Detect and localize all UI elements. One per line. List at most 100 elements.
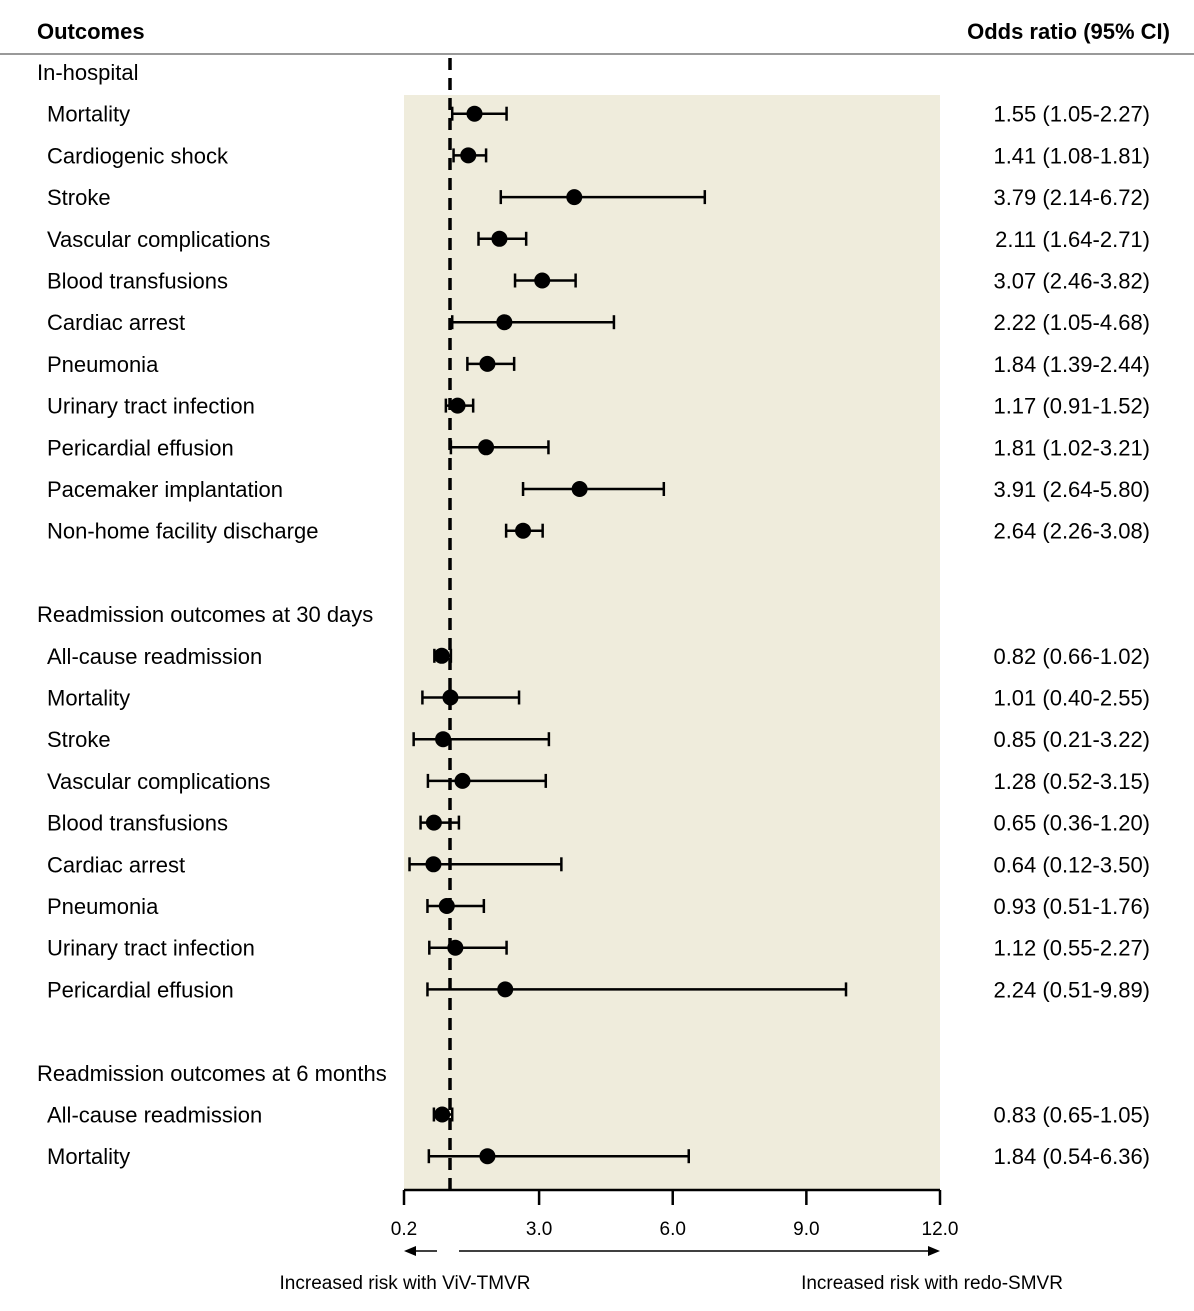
outcome-label: Stroke: [47, 727, 111, 752]
point-estimate: [479, 355, 496, 372]
point-estimate: [442, 689, 459, 706]
point-estimate: [534, 272, 551, 289]
odds-ratio-value: 0.64 (0.12-3.50): [993, 852, 1150, 877]
arrow-left-head-icon: [404, 1246, 416, 1256]
odds-ratio-value: 1.12 (0.55-2.27): [993, 936, 1150, 961]
point-estimate: [433, 647, 450, 664]
x-tick-label: 0.2: [391, 1219, 417, 1240]
direction-label-left: Increased risk with ViV-TMVR: [280, 1273, 531, 1294]
point-estimate: [438, 898, 455, 914]
outcome-label: All-cause readmission: [47, 644, 262, 669]
forest-row: Mortality 1.01 (0.40-2.55): [47, 686, 1150, 711]
point-estimate: [479, 1148, 496, 1165]
point-estimate: [515, 522, 532, 539]
plot-panel-background: [404, 95, 940, 1190]
outcome-label: Blood transfusions: [47, 811, 228, 836]
forest-row: All-cause readmission 0.82 (0.66-1.02): [47, 644, 1150, 669]
outcome-label: Cardiac arrest: [47, 852, 185, 877]
odds-ratio-value: 1.17 (0.91-1.52): [993, 394, 1150, 419]
outcome-label: Stroke: [47, 185, 111, 210]
outcome-label: Pneumonia: [47, 894, 159, 919]
forest-row: Cardiogenic shock 1.41 (1.08-1.81): [47, 143, 1150, 168]
group-label: In-hospital: [37, 60, 139, 85]
forest-row: Stroke 3.79 (2.14-6.72): [47, 185, 1150, 210]
point-estimate: [571, 481, 588, 497]
forest-row: Blood transfusions 3.07 (2.46-3.82): [47, 269, 1150, 294]
outcome-label: Cardiogenic shock: [47, 143, 229, 168]
odds-ratio-value: 3.79 (2.14-6.72): [993, 185, 1150, 210]
odds-ratio-value: 0.85 (0.21-3.22): [993, 727, 1150, 752]
x-tick-label: 12.0: [922, 1219, 959, 1240]
forest-row: All-cause readmission 0.83 (0.65-1.05): [47, 1103, 1150, 1128]
x-axis: 0.2 3.0 6.0 9.0 12.0: [391, 1178, 959, 1240]
x-tick-label: 3.0: [526, 1219, 552, 1240]
forest-row: Vascular complications 1.28 (0.52-3.15): [47, 769, 1150, 794]
x-tick-label: 9.0: [793, 1219, 819, 1240]
forest-row: Pericardial effusion 1.81 (1.02-3.21): [47, 435, 1150, 460]
outcome-label: Mortality: [47, 102, 130, 127]
odds-ratio-value: 2.22 (1.05-4.68): [993, 310, 1150, 335]
group-label: Readmission outcomes at 6 months: [37, 1061, 387, 1086]
forest-row: Vascular complications 2.11 (1.64-2.71): [47, 227, 1150, 252]
odds-ratio-value: 1.81 (1.02-3.21): [993, 435, 1150, 460]
point-estimate: [425, 814, 442, 831]
outcome-label: Urinary tract infection: [47, 394, 255, 419]
direction-label-right: Increased risk with redo-SMVR: [801, 1273, 1063, 1294]
header-odds-ratio: Odds ratio (95% CI): [967, 19, 1170, 44]
odds-ratio-value: 0.82 (0.66-1.02): [993, 644, 1150, 669]
outcome-label: Non-home facility discharge: [47, 519, 318, 544]
odds-ratio-value: 1.28 (0.52-3.15): [993, 769, 1150, 794]
forest-row: Cardiac arrest 2.22 (1.05-4.68): [47, 310, 1150, 335]
outcome-label: Pericardial effusion: [47, 977, 234, 1002]
odds-ratio-value: 1.01 (0.40-2.55): [993, 686, 1150, 711]
point-estimate: [466, 105, 483, 122]
point-estimate: [425, 856, 442, 873]
forest-row: Mortality 1.55 (1.05-2.27): [47, 102, 1150, 127]
odds-ratio-value: 0.83 (0.65-1.05): [993, 1103, 1150, 1128]
point-estimate: [460, 147, 477, 164]
forest-row: Cardiac arrest 0.64 (0.12-3.50): [47, 852, 1150, 877]
outcome-label: All-cause readmission: [47, 1103, 262, 1128]
outcome-label: Pneumonia: [47, 352, 159, 377]
forest-row: Pacemaker implantation 3.91 (2.64-5.80): [47, 477, 1150, 502]
odds-ratio-value: 3.07 (2.46-3.82): [993, 269, 1150, 294]
odds-ratio-value: 2.24 (0.51-9.89): [993, 977, 1150, 1002]
outcome-label: Pericardial effusion: [47, 435, 234, 460]
direction-arrows: [404, 1246, 940, 1256]
point-estimate: [496, 314, 513, 331]
odds-ratio-value: 2.11 (1.64-2.71): [995, 227, 1150, 252]
outcome-label: Mortality: [47, 686, 130, 711]
outcome-label: Vascular complications: [47, 227, 270, 252]
odds-ratio-value: 2.64 (2.26-3.08): [993, 519, 1150, 544]
odds-ratio-value: 1.55 (1.05-2.27): [993, 102, 1150, 127]
point-estimate: [434, 1106, 451, 1123]
forest-row: Pericardial effusion 2.24 (0.51-9.89): [47, 977, 1150, 1002]
forest-row: Urinary tract infection 1.17 (0.91-1.52): [47, 394, 1150, 419]
forest-row: Pneumonia 1.84 (1.39-2.44): [47, 352, 1150, 377]
forest-row: Pneumonia 0.93 (0.51-1.76): [47, 894, 1150, 919]
group-label: Readmission outcomes at 30 days: [37, 602, 373, 627]
outcome-label: Blood transfusions: [47, 269, 228, 294]
odds-ratio-value: 3.91 (2.64-5.80): [993, 477, 1150, 502]
odds-ratio-value: 1.84 (0.54-6.36): [993, 1144, 1150, 1169]
point-estimate: [435, 731, 452, 748]
forest-row: Mortality 1.84 (0.54-6.36): [47, 1144, 1150, 1169]
outcome-label: Cardiac arrest: [47, 310, 185, 335]
point-estimate: [491, 230, 508, 247]
odds-ratio-value: 0.93 (0.51-1.76): [993, 894, 1150, 919]
point-estimate: [454, 772, 471, 789]
forest-row: Urinary tract infection 1.12 (0.55-2.27): [47, 936, 1150, 961]
forest-row: Non-home facility discharge 2.64 (2.26-3.…: [47, 519, 1150, 544]
x-tick-label: 6.0: [660, 1219, 686, 1240]
rows: In-hospital Mortality 1.55 (1.05-2.27) Card…: [37, 60, 1150, 1169]
point-estimate: [449, 397, 466, 414]
outcome-label: Pacemaker implantation: [47, 477, 283, 502]
outcome-label: Vascular complications: [47, 769, 270, 794]
odds-ratio-value: 1.41 (1.08-1.81): [993, 143, 1150, 168]
forest-row: Stroke 0.85 (0.21-3.22): [47, 727, 1150, 752]
forest-row: Blood transfusions 0.65 (0.36-1.20): [47, 811, 1150, 836]
odds-ratio-value: 1.84 (1.39-2.44): [993, 352, 1150, 377]
point-estimate: [478, 439, 495, 456]
odds-ratio-value: 0.65 (0.36-1.20): [993, 811, 1150, 836]
